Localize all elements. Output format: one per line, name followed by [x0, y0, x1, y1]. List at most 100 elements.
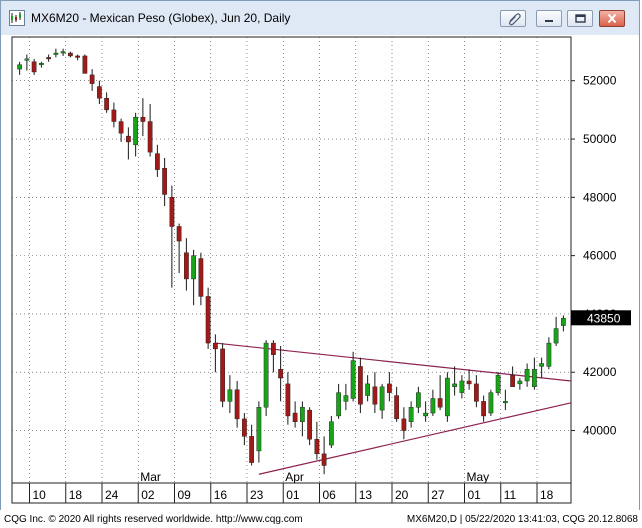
x-tick-label: 13	[359, 488, 373, 502]
candle-body	[546, 342, 552, 367]
candle	[39, 61, 44, 68]
candle-body	[524, 369, 530, 382]
candle-body	[263, 342, 269, 408]
candle	[408, 401, 414, 428]
candle	[307, 407, 313, 446]
candle	[176, 223, 182, 274]
candle-body	[553, 328, 559, 344]
candle-body	[140, 116, 146, 122]
candle	[329, 415, 334, 449]
candle-body	[423, 412, 429, 417]
chart-app-icon	[9, 10, 25, 26]
candle-body	[241, 418, 247, 437]
candle-body	[285, 383, 291, 417]
candle-body	[82, 55, 88, 74]
candle-body	[96, 86, 102, 99]
candle-body	[162, 167, 167, 195]
candle-body	[271, 342, 276, 355]
candle	[147, 104, 153, 157]
candle-body	[220, 348, 225, 402]
candle	[365, 375, 371, 402]
x-tick-label: 09	[178, 488, 192, 502]
candle	[561, 315, 566, 332]
candle-body	[75, 55, 80, 58]
candle	[46, 54, 52, 62]
x-tick-label: 06	[323, 488, 337, 502]
x-tick-label: 18	[69, 488, 83, 502]
minimize-button[interactable]	[536, 10, 562, 27]
candle	[169, 185, 175, 288]
candle	[89, 69, 95, 91]
candle	[118, 118, 124, 142]
price-chart[interactable]: 5200050000480004600044000420004000043850…	[1, 35, 639, 511]
month-label: Apr	[285, 470, 304, 484]
candle	[75, 54, 80, 61]
candle	[539, 357, 545, 379]
candle-body	[125, 135, 131, 143]
candle-body	[118, 121, 124, 134]
x-tick-label: 16	[214, 488, 228, 502]
candle-body	[430, 398, 436, 414]
candle	[292, 401, 298, 428]
candle-body	[314, 439, 320, 455]
candle-body	[517, 380, 523, 385]
candle	[125, 127, 131, 160]
candle-body	[307, 409, 313, 440]
candle	[503, 389, 508, 411]
candle-body	[104, 98, 109, 111]
symbol-timestamp: MX6M20,D | 05/22/2020 13:41:03, CQG 20.1…	[406, 514, 638, 525]
candle	[111, 102, 117, 128]
candle	[401, 407, 407, 440]
close-button[interactable]	[599, 10, 625, 27]
candle-body	[401, 418, 407, 431]
restore-button[interactable]	[567, 10, 593, 27]
candle	[416, 386, 421, 414]
candle-body	[474, 383, 479, 402]
title-bar[interactable]: MX6M20 - Mexican Peso (Globex), Jun 20, …	[1, 1, 639, 36]
candle	[524, 363, 530, 387]
candle	[271, 340, 276, 373]
candle	[510, 366, 516, 388]
restore-icon	[575, 14, 586, 23]
date-axis: 10 18 24 02 09 16 23 01 06 13 20 27 01 11 18 Mar Apr May	[11, 470, 572, 504]
candle-body	[183, 252, 189, 280]
candle-body	[452, 383, 458, 388]
x-tick-label: 01	[468, 488, 482, 502]
candle	[24, 54, 30, 71]
candle	[336, 383, 342, 419]
candle-body	[350, 360, 356, 399]
trendline-lower	[258, 402, 572, 475]
candle-body	[249, 436, 254, 463]
candle	[459, 375, 465, 399]
candle	[394, 386, 400, 422]
candle	[67, 51, 73, 58]
candle	[532, 357, 537, 390]
month-label: Mar	[140, 470, 161, 484]
candle-body	[39, 63, 44, 65]
candle-body	[394, 395, 400, 420]
candle-body	[292, 412, 298, 422]
candle-body	[176, 226, 182, 242]
candle	[321, 436, 327, 475]
candle-body	[387, 383, 392, 393]
candle-body	[278, 369, 284, 379]
x-tick-label: 24	[105, 488, 119, 502]
candle	[205, 287, 211, 349]
candle	[278, 345, 284, 402]
candle	[256, 401, 262, 463]
candle-body	[503, 401, 508, 404]
candle-body	[205, 296, 211, 344]
x-tick-label: 10	[33, 488, 47, 502]
y-tick-label: 40000	[583, 424, 617, 438]
candle-body	[408, 407, 414, 422]
candle	[546, 337, 552, 370]
last-price-label: 43850	[587, 311, 621, 325]
candle-body	[365, 383, 371, 396]
candles	[17, 48, 566, 475]
candle	[241, 413, 247, 446]
link-button[interactable]	[500, 10, 526, 27]
candle-body	[169, 197, 175, 227]
candle	[517, 378, 523, 390]
candle-body	[329, 421, 334, 446]
candle-body	[24, 58, 30, 61]
